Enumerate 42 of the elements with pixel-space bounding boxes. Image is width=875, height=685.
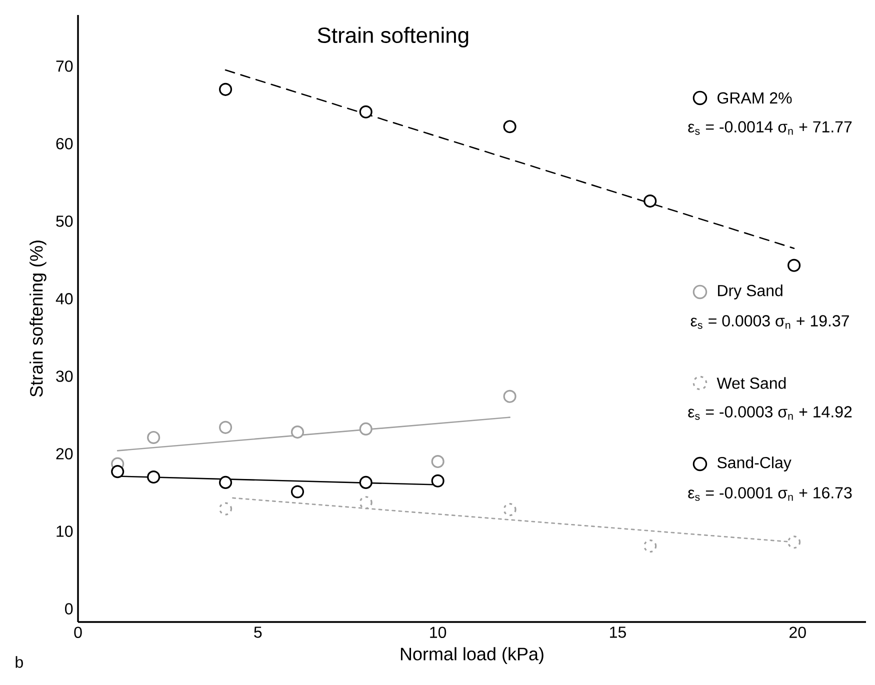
x-tick-label: 10 bbox=[430, 626, 446, 638]
point bbox=[290, 485, 304, 498]
x-tick-label: 0 bbox=[74, 626, 82, 638]
point bbox=[147, 430, 160, 444]
text: b bbox=[16, 656, 23, 668]
y-tick-label: 70 bbox=[56, 60, 73, 72]
y-tick-label: 50 bbox=[56, 216, 73, 227]
y-tick-label: 30 bbox=[56, 370, 73, 382]
point bbox=[219, 82, 232, 96]
point bbox=[644, 194, 657, 208]
y-tick-label: 40 bbox=[56, 293, 73, 304]
legend-label: Wet Sand bbox=[716, 377, 786, 389]
y-tick-label: 0 bbox=[65, 603, 73, 614]
annotation: ε$_{s}$ = -0.0003 σ$_{n}$ + 14.92 bbox=[688, 406, 852, 420]
point bbox=[219, 420, 232, 434]
legend-label: Dry Sand bbox=[718, 284, 782, 300]
point bbox=[788, 258, 801, 272]
annotation: ε$_{s}$ = -0.0014 σ$_{n}$ + 71.77 bbox=[688, 121, 852, 135]
legend-label: GRAM 2% bbox=[718, 92, 792, 104]
point bbox=[431, 474, 444, 488]
y-tick-label: 60 bbox=[56, 138, 73, 150]
y-tick-label: 10 bbox=[56, 526, 73, 537]
text: Strain softening bbox=[318, 26, 468, 48]
y-tick-label: 20 bbox=[56, 448, 73, 460]
point bbox=[359, 422, 372, 436]
point bbox=[290, 426, 304, 439]
y-axis-title: Strain softening (%) bbox=[30, 240, 46, 397]
point bbox=[147, 470, 160, 484]
x-tick-label: 20 bbox=[790, 626, 806, 638]
point bbox=[111, 465, 124, 478]
x-axis-title: Normal load (kPa) bbox=[400, 647, 544, 664]
x-tick-label: 15 bbox=[610, 626, 626, 638]
legend-label: Sand-Clay bbox=[717, 456, 792, 472]
annotation: ε$_{s}$ = -0.0001 σ$_{n}$ + 16.73 bbox=[688, 487, 852, 501]
point bbox=[503, 120, 516, 134]
point bbox=[431, 454, 444, 468]
x-tick-label: 5 bbox=[254, 626, 262, 638]
point bbox=[359, 105, 372, 118]
annotation: ε$_{s}$ = 0.0003 σ$_{n}$ + 19.37 bbox=[690, 315, 849, 329]
point bbox=[359, 476, 372, 489]
point bbox=[503, 390, 516, 403]
point bbox=[219, 476, 232, 489]
